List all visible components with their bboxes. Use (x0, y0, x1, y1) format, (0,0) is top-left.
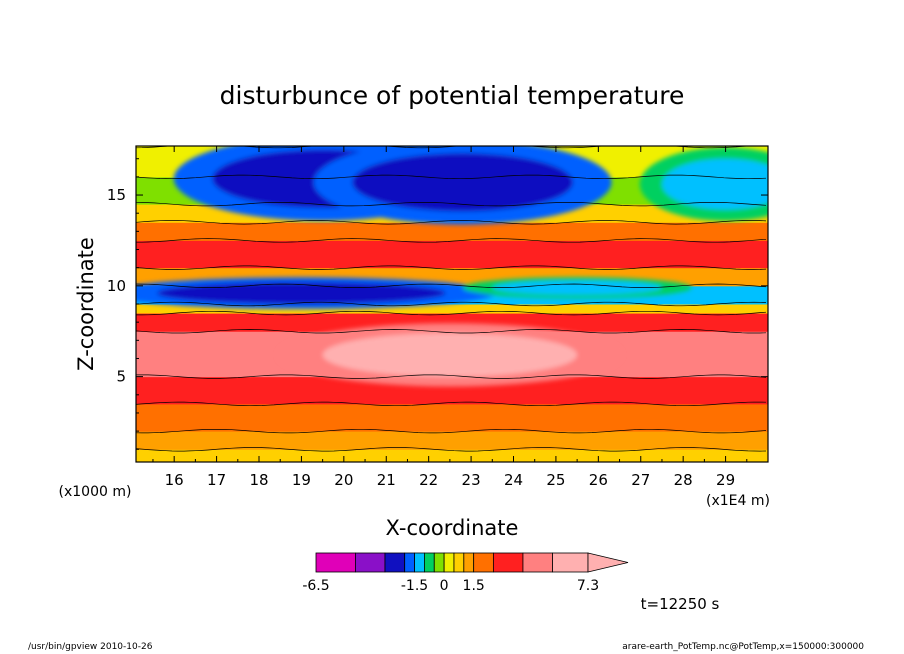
plot-area (136, 146, 768, 462)
colorbar-tick-label: -1.5 (401, 578, 428, 594)
colorbar-segment (552, 552, 589, 573)
contour-band (136, 449, 768, 462)
contour-line (136, 447, 767, 452)
y-tick-label: 5 (116, 368, 126, 386)
contour-line (136, 301, 767, 307)
colorbar-tick-label: 1.5 (463, 578, 485, 594)
contour-features (136, 146, 768, 387)
colorbar-segment (315, 552, 356, 573)
contour-line (136, 310, 767, 316)
chart-title: disturbunce of potential temperature (220, 81, 685, 110)
x-tick-label: 21 (377, 471, 396, 489)
colorbar-arrow (587, 552, 629, 573)
x-tick-label: 24 (504, 471, 523, 489)
x-tick-label: 16 (165, 471, 184, 489)
contour-feature (492, 280, 662, 295)
colorbar-segment (355, 552, 386, 573)
contour-line (136, 265, 767, 270)
x-tick-label: 29 (716, 471, 735, 489)
y-tick-label: 15 (107, 186, 126, 204)
colorbar-segment (453, 552, 465, 573)
contour-line (136, 428, 767, 434)
colorbar-segment (404, 552, 415, 573)
colorbar-segment (522, 552, 553, 573)
x-unit-left-label: (x1000 m) (59, 484, 132, 500)
contour-feature (661, 158, 768, 210)
contour-band (136, 313, 768, 332)
contour-feature (157, 282, 446, 304)
contour-band (136, 222, 768, 241)
time-annotation: t=12250 s (641, 595, 720, 613)
x-tick-label: 19 (292, 471, 311, 489)
x-tick-label: 26 (589, 471, 608, 489)
y-axis-label: Z-coordinate (74, 237, 98, 371)
colorbar-segment (433, 552, 445, 573)
contour-line (136, 220, 767, 225)
colorbar-tick-label: 7.3 (577, 578, 599, 594)
contour-feature (352, 153, 573, 212)
x-tick-label: 28 (674, 471, 693, 489)
colorbar-segment (384, 552, 406, 573)
contour-line (136, 201, 767, 207)
footer-left: /usr/bin/gpview 2010-10-26 (28, 642, 153, 652)
colorbar-segment (443, 552, 455, 573)
colorbar-segment (414, 552, 425, 573)
contour-band (136, 431, 768, 450)
y-axis: 5 10 15 (107, 158, 768, 450)
colorbar-tick-label: 0 (440, 578, 449, 594)
colorbar-segment (492, 552, 524, 573)
contour-line (136, 283, 767, 288)
colorbar-segment (463, 552, 475, 573)
colorbar-segment (424, 552, 435, 573)
contour-line (136, 401, 767, 407)
footer-right: arare-earth_PotTemp.nc@PotTemp,x=150000:… (622, 642, 864, 652)
x-tick-label: 17 (207, 471, 226, 489)
contour-band (136, 304, 768, 314)
contour-band (136, 240, 768, 269)
colorbar-segment (473, 552, 494, 573)
x-tick-label: 25 (546, 471, 565, 489)
contour-band (136, 403, 768, 432)
x-tick-label: 18 (249, 471, 268, 489)
contour-line (136, 329, 767, 334)
contour-line (136, 238, 767, 243)
colorbar-tick-label: -6.5 (302, 578, 329, 594)
contour-line (136, 374, 767, 379)
x-axis-label: X-coordinate (386, 516, 519, 540)
colorbar: -6.5 -1.5 0 1.5 7.3 (302, 552, 629, 594)
contour-line (136, 174, 767, 180)
x-tick-label: 22 (419, 471, 438, 489)
x-axis: 16 17 18 19 20 21 22 23 24 25 26 27 28 29 (152, 146, 748, 489)
x-tick-label: 23 (462, 471, 481, 489)
contour-feature (322, 333, 578, 377)
x-unit-right-label: (x1E4 m) (706, 493, 770, 509)
x-tick-label: 27 (631, 471, 650, 489)
x-tick-label: 20 (334, 471, 353, 489)
y-tick-label: 10 (107, 277, 126, 295)
